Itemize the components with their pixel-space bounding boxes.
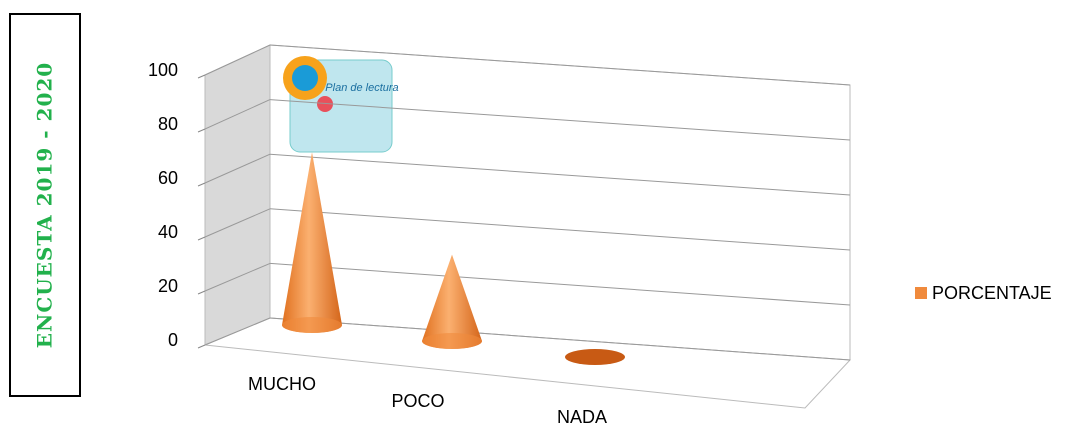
cone (422, 254, 482, 349)
side-wall (204, 44, 271, 346)
grid-line (204, 262, 271, 292)
grid-line (269, 99, 851, 141)
illustration-text: Plan de lectura (325, 82, 398, 94)
grid-line (269, 208, 851, 251)
x-tick-label: MUCHO (248, 374, 316, 394)
grid-line (204, 317, 271, 346)
cone-base (422, 333, 482, 349)
y-tick-label: 20 (158, 276, 178, 296)
grid-line (204, 153, 271, 184)
grid-line (204, 44, 271, 76)
cone-base (565, 349, 625, 365)
tick-mark (197, 290, 206, 295)
tick-mark (197, 236, 206, 241)
grid-line (269, 262, 851, 306)
tick-mark (197, 128, 206, 133)
tick-mark (197, 344, 206, 349)
tick-mark (197, 74, 206, 79)
legend-label: PORCENTAJE (932, 283, 1052, 303)
side-title: ENCUESTA 2019 - 2020 (33, 62, 57, 348)
cone (282, 152, 342, 333)
x-tick-label: NADA (557, 407, 607, 425)
y-tick-label: 80 (158, 114, 178, 134)
y-tick-label: 0 (168, 330, 178, 350)
grid-line (269, 317, 851, 361)
legend-swatch (915, 287, 927, 299)
y-tick-label: 100 (148, 60, 178, 80)
y-tick-label: 40 (158, 222, 178, 242)
grid-line (269, 44, 851, 86)
illustration: Plan de lectura (283, 56, 399, 153)
cone-base (282, 317, 342, 333)
y-tick-label: 60 (158, 168, 178, 188)
illustration-dot (317, 96, 333, 112)
grid-line (204, 208, 271, 238)
x-tick-label: POCO (391, 391, 444, 411)
grid-line (204, 99, 271, 130)
grid-line (269, 153, 851, 196)
tick-mark (197, 182, 206, 187)
side-title-box (9, 13, 81, 397)
illustration-dot (292, 65, 318, 91)
